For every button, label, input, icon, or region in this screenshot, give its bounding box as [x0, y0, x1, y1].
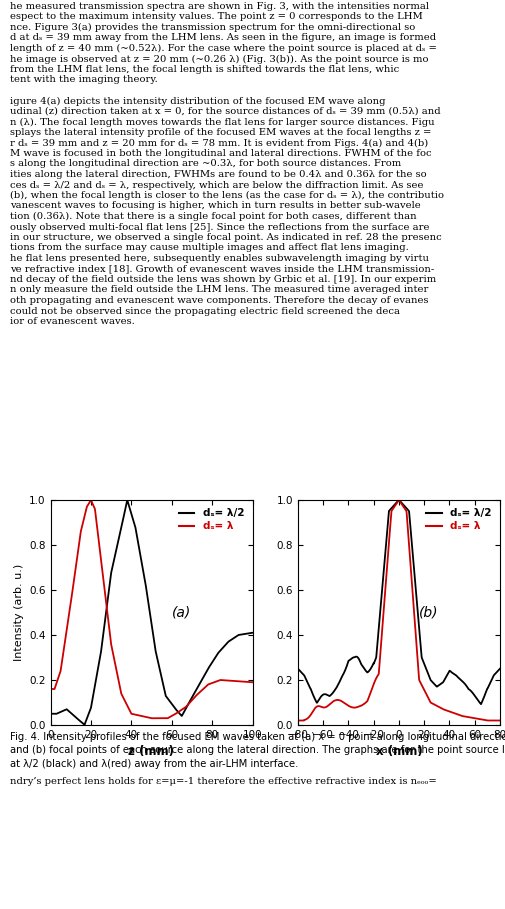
Text: oth propagating and evanescent wave components. Therefore the decay of evanes: oth propagating and evanescent wave comp… — [10, 296, 429, 305]
Text: (b), when the focal length is closer to the lens (as the case for dₛ = λ), the c: (b), when the focal length is closer to … — [10, 191, 444, 200]
Text: ities along the lateral direction, FWHMs are found to be 0.4λ and 0.36λ for the : ities along the lateral direction, FWHMs… — [10, 170, 427, 179]
Text: Fig. 4. Intensity profiles of the focused EM waves taken at (a) x = 0 point alon: Fig. 4. Intensity profiles of the focuse… — [10, 733, 505, 769]
Text: he image is observed at z = 20 mm (~0.26 λ) (Fig. 3(b)). As the point source is : he image is observed at z = 20 mm (~0.26… — [10, 55, 429, 64]
Text: nce. Figure 3(a) provides the transmission spectrum for the omni-directional so: nce. Figure 3(a) provides the transmissi… — [10, 23, 415, 32]
Text: ces dₛ = λ/2 and dₛ = λ, respectively, which are below the diffraction limit. As: ces dₛ = λ/2 and dₛ = λ, respectively, w… — [10, 181, 424, 189]
Text: could not be observed since the propagating electric field screened the deca: could not be observed since the propagat… — [10, 306, 400, 315]
Text: M wave is focused in both the longitudinal and lateral directions. FWHM of the f: M wave is focused in both the longitudin… — [10, 149, 432, 158]
Text: tions from the surface may cause multiple images and affect flat lens imaging.: tions from the surface may cause multipl… — [10, 244, 409, 253]
Text: d at dₛ = 39 mm away from the LHM lens. As seen in the figure, an image is forme: d at dₛ = 39 mm away from the LHM lens. … — [10, 34, 436, 43]
Text: igure 4(a) depicts the intensity distribution of the focused EM wave along: igure 4(a) depicts the intensity distrib… — [10, 96, 386, 105]
Text: ior of evanescent waves.: ior of evanescent waves. — [10, 317, 135, 326]
Legend: dₛ= λ/2, dₛ= λ: dₛ= λ/2, dₛ= λ — [176, 505, 247, 534]
Text: in our structure, we observed a single focal point. As indicated in ref. 28 the : in our structure, we observed a single f… — [10, 233, 442, 242]
Text: he measured transmission spectra are shown in Fig. 3, with the intensities norma: he measured transmission spectra are sho… — [10, 2, 429, 11]
X-axis label: z (mm): z (mm) — [128, 745, 175, 758]
Text: espect to the maximum intensity values. The point z = 0 corresponds to the LHM: espect to the maximum intensity values. … — [10, 13, 423, 22]
Text: length of z = 40 mm (~0.52λ). For the case where the point source is placed at d: length of z = 40 mm (~0.52λ). For the ca… — [10, 44, 437, 53]
Legend: dₛ= λ/2, dₛ= λ: dₛ= λ/2, dₛ= λ — [423, 505, 495, 534]
Text: tent with the imaging theory.: tent with the imaging theory. — [10, 75, 158, 85]
Text: n (λ). The focal length moves towards the flat lens for larger source distances.: n (λ). The focal length moves towards th… — [10, 117, 435, 126]
Text: udinal (z) direction taken at x = 0, for the source distances of dₛ = 39 mm (0.5: udinal (z) direction taken at x = 0, for… — [10, 107, 441, 116]
Text: s along the longitudinal direction are ~0.3λ, for both source distances. From: s along the longitudinal direction are ~… — [10, 159, 401, 168]
Text: from the LHM flat lens, the focal length is shifted towards the flat lens, whic: from the LHM flat lens, the focal length… — [10, 65, 399, 74]
Text: ve refractive index [18]. Growth of evanescent waves inside the LHM transmission: ve refractive index [18]. Growth of evan… — [10, 265, 434, 274]
Text: tion (0.36λ). Note that there is a single focal point for both cases, different : tion (0.36λ). Note that there is a singl… — [10, 212, 417, 221]
Text: (b): (b) — [419, 606, 439, 620]
Text: vanescent waves to focusing is higher, which in turn results in better sub-wavel: vanescent waves to focusing is higher, w… — [10, 202, 421, 211]
X-axis label: x (mm): x (mm) — [376, 745, 422, 758]
Text: ndry’s perfect lens holds for ε=μ=-1 therefore the effective refractive index is: ndry’s perfect lens holds for ε=μ=-1 the… — [10, 777, 437, 786]
Text: (a): (a) — [172, 606, 191, 620]
Text: splays the lateral intensity profile of the focused EM waves at the focal length: splays the lateral intensity profile of … — [10, 128, 431, 137]
Text: ously observed multi-focal flat lens [25]. Since the reflections from the surfac: ously observed multi-focal flat lens [25… — [10, 223, 430, 232]
Text: n only measure the field outside the LHM lens. The measured time averaged inter: n only measure the field outside the LHM… — [10, 285, 428, 295]
Text: he flat lens presented here, subsequently enables subwavelength imaging by virtu: he flat lens presented here, subsequentl… — [10, 254, 429, 263]
Text: nd decay of the field outside the lens was shown by Grbic et al. [19]. In our ex: nd decay of the field outside the lens w… — [10, 275, 436, 284]
Text: r dₛ = 39 mm and z = 20 mm for dₛ = 78 mm. It is evident from Figs. 4(a) and 4(b: r dₛ = 39 mm and z = 20 mm for dₛ = 78 m… — [10, 138, 428, 147]
Y-axis label: Intensity (arb. u.): Intensity (arb. u.) — [14, 564, 24, 661]
